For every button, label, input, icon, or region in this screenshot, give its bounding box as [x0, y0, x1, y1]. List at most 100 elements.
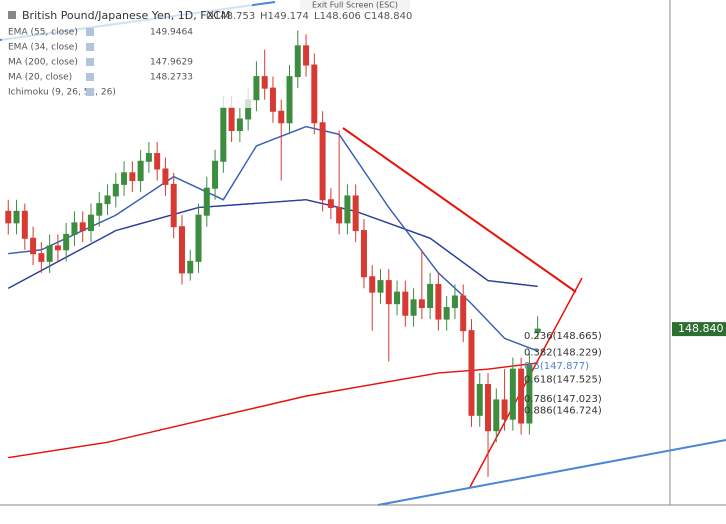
candle-body [203, 187, 210, 216]
candle-body [13, 210, 20, 224]
candle-body [187, 260, 194, 274]
candle-body [476, 384, 483, 416]
chart-title: British Pound/Japanese Yen, 1D, FXCM [22, 9, 230, 22]
fib-label: 0.786(147.023) [524, 394, 602, 405]
indicator-value: 148.2733 [150, 73, 193, 83]
indicator-name: MA (20, close) [8, 73, 72, 83]
candle-body [79, 222, 86, 232]
candle-body [344, 195, 351, 224]
candle-body [178, 226, 185, 274]
candle-body [121, 172, 128, 185]
candle-body [294, 45, 301, 78]
candle-body [38, 253, 45, 262]
indicator-settings [86, 73, 94, 81]
ohlc-high: H149.174 [260, 11, 309, 22]
candle-body [493, 399, 500, 432]
candle-body [518, 368, 525, 424]
indicator-value: 149.9464 [150, 28, 193, 38]
exit-label[interactable]: Exit Full Screen (ESC) [312, 1, 398, 10]
candle-body [212, 160, 219, 189]
trend-line [377, 439, 726, 506]
candle-body [385, 280, 392, 305]
indicator-settings [86, 28, 94, 36]
exit-button[interactable] [300, 0, 410, 10]
ohlc-low: L148.606 [314, 11, 361, 22]
candle-body [195, 214, 202, 262]
candle-body [96, 203, 103, 216]
candle-body [509, 368, 516, 420]
candle-body [394, 291, 401, 305]
candle-body [220, 106, 227, 162]
candle-body [336, 206, 343, 224]
trend-line [469, 277, 583, 488]
candle-body [410, 299, 417, 316]
candle-body [303, 45, 310, 66]
legend-panel [2, 2, 252, 108]
candle-body [435, 283, 442, 320]
candle-body [170, 183, 177, 228]
indicator-settings [86, 58, 94, 66]
candle-body [154, 153, 161, 170]
candle-body [377, 280, 384, 293]
candle-body [360, 230, 367, 278]
candle-body [21, 210, 28, 239]
candle-body [418, 299, 425, 309]
candle-body [30, 237, 37, 255]
candle-body [319, 122, 326, 201]
candle-body [228, 106, 235, 131]
candle-body [236, 118, 243, 131]
indicator-name: MA (200, close) [8, 58, 78, 68]
candle-body [286, 76, 293, 124]
moving-average [8, 125, 538, 352]
fib-label: 0.886(146.724) [524, 406, 602, 417]
collapse-icon[interactable] [8, 11, 16, 19]
fib-label: 0.5(147.877) [524, 361, 589, 372]
indicator-name: EMA (34, close) [8, 43, 78, 53]
candle-body [54, 245, 61, 251]
candle-body [352, 195, 359, 232]
candle-body [63, 233, 70, 251]
candle-body [269, 87, 276, 112]
last-price-tag [672, 322, 726, 337]
candle-body [402, 291, 409, 316]
indicator-value: 147.9629 [150, 58, 193, 68]
candle-body [46, 245, 53, 262]
last-price-label: 148.840 [678, 322, 724, 335]
indicator-settings [86, 88, 94, 96]
candle-body [5, 210, 12, 224]
candle-body [129, 172, 136, 182]
candle-body [71, 222, 78, 235]
indicator-settings [86, 43, 94, 51]
candle-body [87, 214, 94, 232]
candle-body [278, 110, 285, 124]
trend-line [342, 127, 577, 293]
candle-body [369, 276, 376, 293]
candle-body [145, 153, 152, 162]
candle-body [311, 64, 318, 124]
fib-label: 0.236(148.665) [524, 331, 602, 342]
ohlc-open: O148.753 [206, 11, 255, 22]
candle-body [485, 384, 492, 432]
fib-label: 0.382(148.229) [524, 348, 602, 359]
indicator-name: Ichimoku (9, 26, 52, 26) [8, 88, 116, 98]
candle-body [162, 168, 169, 185]
candle-body [501, 399, 508, 420]
candle-body [112, 183, 119, 197]
candle-body [451, 295, 458, 309]
moving-average [8, 362, 538, 459]
candle-body [468, 330, 475, 416]
ohlc-close: C148.840 [364, 11, 412, 22]
candle-body [460, 295, 467, 332]
candle-body [253, 76, 260, 101]
candle-body [261, 76, 268, 89]
candle-body [526, 364, 533, 424]
candle-body [137, 160, 144, 182]
candle-body [327, 199, 334, 208]
fib-label: 0.618(147.525) [524, 375, 602, 386]
candle-body [104, 195, 111, 205]
candle-body [427, 283, 434, 309]
indicator-name: EMA (55, close) [8, 28, 78, 38]
candle-body [443, 307, 450, 320]
